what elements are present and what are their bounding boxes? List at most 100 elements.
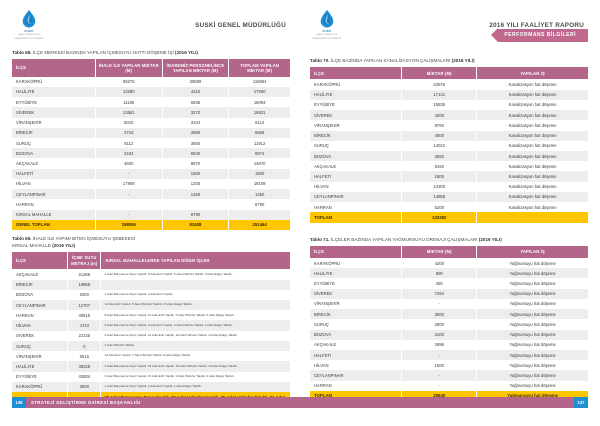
table-row: CEYLANPINAR - Yağmursuyu hat döşeme (310, 370, 588, 381)
table-row: KARAKÖPRÜ 3500 1 Adet Betonarme Depo Yapıl… (12, 381, 290, 392)
table-cell: 18094 (253, 99, 266, 105)
table-cell: 3500 (67, 381, 102, 392)
table-cell: 2 Adet Betonarme Depo Yapıldı. 6 Adet En… (104, 271, 233, 276)
table-cell: Kanalizasyon hat döşeme (508, 184, 557, 190)
right-header-title: 2016 YILI FAALİYET RAPORU (489, 21, 584, 29)
table-68-col-ihale: İHALE İLE YAPILAN MİKTAR (M) (95, 59, 163, 77)
table-cell: 22576 (401, 79, 478, 90)
table-68-header-row: İLÇE İHALE İLE YAPILAN MİKTAR (M) İDAREM… (12, 59, 290, 77)
table-71-caption-prefix: Tablo 71. (310, 236, 330, 242)
table-cell: SİVEREK (310, 110, 403, 121)
table-cell: 22145 (67, 330, 102, 341)
table-cell: 11159 (95, 97, 163, 108)
table-cell: SİVEREK (12, 107, 96, 118)
table-row: BİRECİK 2716 3950 6666 (12, 127, 290, 138)
table-71-col-yapilanis: YAPILAN İŞ (476, 245, 588, 258)
table-cell: HİLVAN (310, 181, 403, 192)
table-cell: EYYÜBİYE (12, 371, 69, 382)
table-cell: 21266 (67, 269, 102, 280)
table-cell (101, 280, 290, 290)
table-69-col-diger: KIRSAL MAHALLELERDE YAPILAN DİĞER İŞLER (100, 251, 290, 270)
table-cell: 8112 (95, 137, 163, 149)
ribbon-notch-icon (491, 28, 499, 42)
table-cell: BİRECİK (310, 309, 403, 320)
logo-subtitle-right: ŞANLIURFA SU VE KANALİZASYON İDARESİ (312, 34, 342, 41)
table-cell: 4723 (67, 320, 102, 331)
table-cell: 5200 (401, 202, 478, 213)
table-cell: HALFETİ (310, 349, 403, 361)
table-cell: AKÇAKALE (310, 161, 403, 172)
table-total-row: TOPLAM 133382 (310, 212, 588, 223)
table-row: SURUÇ 14022 Kanalizasyon hat döşeme (310, 140, 588, 151)
table-69-col-ilce: İLÇE (12, 251, 69, 270)
table-68-col-ilce: İLÇE (12, 59, 96, 77)
table-row: HALİLİYE 17131 Kanalizasyon hat döşeme (310, 89, 588, 100)
table-cell: AKÇAKALE (310, 339, 403, 350)
table-cell: - (401, 349, 478, 361)
table-row: SİVEREK 4200 Kanalizasyon hat döşeme (310, 110, 588, 121)
table-cell: 17909 (95, 178, 163, 190)
logo-wordmark: SUSKİ ŞANLIURFA SU VE KANALİZASYON İDARE… (12, 30, 46, 41)
table-row: AKÇAKALE 8150 Kanalizasyon hat döşeme (310, 161, 588, 172)
table-row: SURUÇ 0 1 Adet Hidrofor Takıldı. (12, 340, 290, 352)
table-row: KARAKÖPRÜ 22576 Kanalizasyon hat döşeme (310, 79, 588, 90)
table-cell: TOPLAM (310, 212, 403, 223)
table-cell: KARAKÖPRÜ (12, 76, 96, 87)
table-cell: 6666 (255, 130, 265, 136)
left-page-number: 136 (12, 397, 26, 408)
table-cell: 0 (67, 340, 102, 352)
table-row: HALFETİ 1800 Kanalizasyon hat döşeme (310, 171, 588, 182)
table-cell: HARRAN (12, 199, 96, 210)
table-69-block: Tablo 69. İHALE İLE YAPIMI BİTEN İÇMESUY… (12, 236, 290, 408)
left-footer: 136 STRATEJİ GELİŞTİRME DAİRESİ BAŞKANLI… (0, 397, 300, 408)
suski-logo: SUSKİ ŞANLIURFA SU VE KANALİZASYON İDARE… (12, 9, 46, 41)
logo-wordmark-right: SUSKİ ŞANLIURFA SU VE KANALİZASYON İDARE… (310, 30, 344, 41)
table-row: BOZOVA 3550 Kanalizasyon hat döşeme (310, 150, 588, 162)
table-cell: 119964 (252, 79, 267, 85)
table-total-row: GENEL TOPLAM 168056 83408 251464 (12, 219, 290, 231)
table-row: AKÇAKALE 2996 Yağmursuyu hat döşeme (310, 339, 588, 350)
table-cell: BOZOVA (12, 148, 96, 159)
table-cell: BİRECİK (12, 127, 96, 138)
table-row: HALFETİ -1500 1500 (12, 168, 290, 179)
table-cell: KARAKÖPRÜ (310, 258, 403, 269)
table-cell: 2000 (67, 289, 102, 301)
table-cell: KARAKÖPRÜ (310, 79, 403, 90)
table-cell: 39228 (67, 361, 102, 372)
table-row: KARAKÖPRÜ 4200 Yağmursuyu hat döşeme (310, 258, 588, 269)
table-cell: 2996 (401, 339, 478, 350)
table-71-col-ilce: İLÇE (310, 245, 403, 258)
table-cell: 8 Adet Betonarme Depo Yapıldı. 10 Adet E… (104, 312, 235, 317)
table-cell: 4200 (401, 258, 478, 269)
table-69-body: AKÇAKALE 21266 2 Adet Betonarme Depo Yapıl… (12, 269, 290, 408)
table-cell: SİVEREK (310, 288, 403, 299)
table-cell: BİRECİK (310, 130, 403, 141)
table-68-head: İLÇE İHALE İLE YAPILAN MİKTAR (M) İDAREM… (12, 59, 290, 77)
table-cell: 17590 (253, 89, 266, 95)
table-row: SİVEREK 13561 3270 16831 (12, 107, 290, 118)
table-cell: 14022 (401, 140, 478, 151)
table-total-row: TOPLAM 25840 Yağmursuyu hat döşeme (310, 390, 588, 402)
table-cell: 19109 (253, 181, 266, 187)
table-cell: Kanalizasyon hat döşeme (508, 153, 557, 159)
table-70-caption: Tablo 70. İLÇE BAZINDA YAPILAN KANALİZAS… (310, 58, 588, 65)
right-page-header: SUSKİ ŞANLIURFA SU VE KANALİZASYON İDARE… (310, 0, 588, 44)
table-cell: 8974 (255, 150, 265, 156)
table-cell: HİLVAN (12, 320, 69, 331)
table-cell: 1450 (162, 189, 230, 200)
table-cell: Kanalizasyon hat döşeme (508, 82, 557, 87)
table-row: EYYÜBİYE 15835 Kanalizasyon hat döşeme (310, 99, 588, 111)
table-68-caption: Tablo 68. İLÇE MERKEZİ BAZINDA YAPILAN İ… (12, 50, 290, 57)
table-cell: 1200 (162, 178, 230, 190)
table-cell: 4 Adet Betonarme Depo Yapıldı. 15 Adet E… (104, 373, 235, 378)
table-cell: TOPLAM (310, 390, 403, 402)
table-cell: 3100 (401, 329, 478, 340)
table-70-block: Tablo 70. İLÇE BAZINDA YAPILAN KANALİZAS… (310, 58, 588, 223)
left-footer-text: STRATEJİ GELİŞTİRME DAİRESİ BAŞKANLIĞI (31, 400, 141, 405)
table-cell: 8670 (162, 158, 230, 169)
table-cell: Yağmursuyu hat döşeme (509, 321, 556, 327)
table-cell: 4600 (95, 158, 163, 169)
table-70: İLÇE MİKTAR (M) YAPILAN İŞ KARAKÖPRÜ 2257… (310, 67, 588, 223)
table-71-caption: Tablo 71. İLÇELER BAZINDA YAPILAN YAĞMUR… (310, 237, 588, 244)
